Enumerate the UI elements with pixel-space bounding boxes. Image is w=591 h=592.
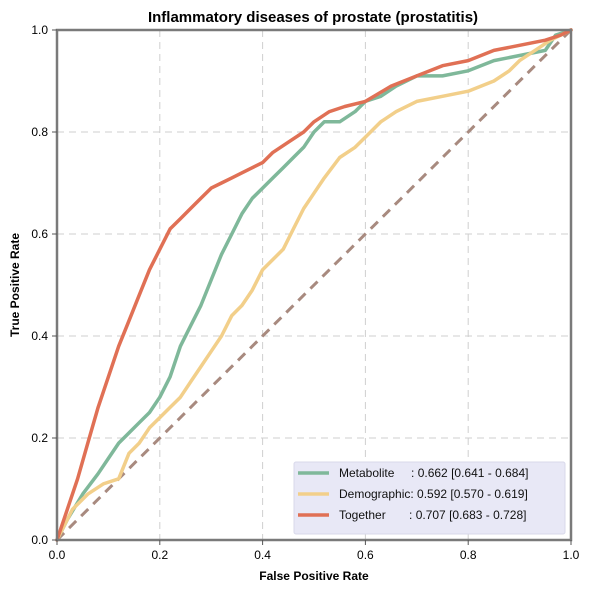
- y-axis-title: True Positive Rate: [8, 233, 22, 337]
- x-tick-label: 1.0: [563, 548, 580, 562]
- legend-box: [293, 461, 566, 535]
- legend-label-demographic: Demographic: 0.592 [0.570 - 0.619]: [339, 487, 528, 501]
- y-tick-label: 0.6: [31, 227, 48, 241]
- plot-frame: [55, 28, 573, 542]
- y-tick-label: 0.0: [31, 533, 48, 547]
- legend: Metabolite : 0.662 [0.641 - 0.684] Demogr…: [293, 461, 566, 535]
- legend-label-metabolite: Metabolite : 0.662 [0.641 - 0.684]: [339, 466, 528, 480]
- roc-curves: [55, 28, 573, 542]
- reference-diagonal: [55, 28, 573, 542]
- y-tick-label: 0.2: [31, 431, 48, 445]
- x-tick-label: 0.6: [357, 548, 374, 562]
- x-axis-ticks: 0.0 0.2 0.4 0.6 0.8 1.0: [49, 540, 580, 562]
- x-tick-label: 0.2: [151, 548, 168, 562]
- y-tick-label: 0.8: [31, 125, 48, 139]
- roc-curve-demographic: [55, 28, 573, 542]
- y-axis-ticks: 0.0 0.2 0.4 0.6 0.8 1.0: [31, 23, 57, 547]
- x-axis-title: False Positive Rate: [259, 569, 369, 583]
- y-tick-label: 0.4: [31, 329, 48, 343]
- chart-title: Inflammatory diseases of prostate (prost…: [148, 9, 478, 26]
- y-tick-label: 1.0: [31, 23, 48, 37]
- chance-line: [55, 28, 573, 542]
- x-tick-label: 0.8: [460, 548, 477, 562]
- roc-curve-metabolite: [55, 28, 573, 542]
- roc-curve-together: [55, 28, 573, 542]
- x-tick-label: 0.0: [49, 548, 66, 562]
- legend-label-together: Together : 0.707 [0.683 - 0.728]: [339, 508, 526, 522]
- x-tick-label: 0.4: [254, 548, 271, 562]
